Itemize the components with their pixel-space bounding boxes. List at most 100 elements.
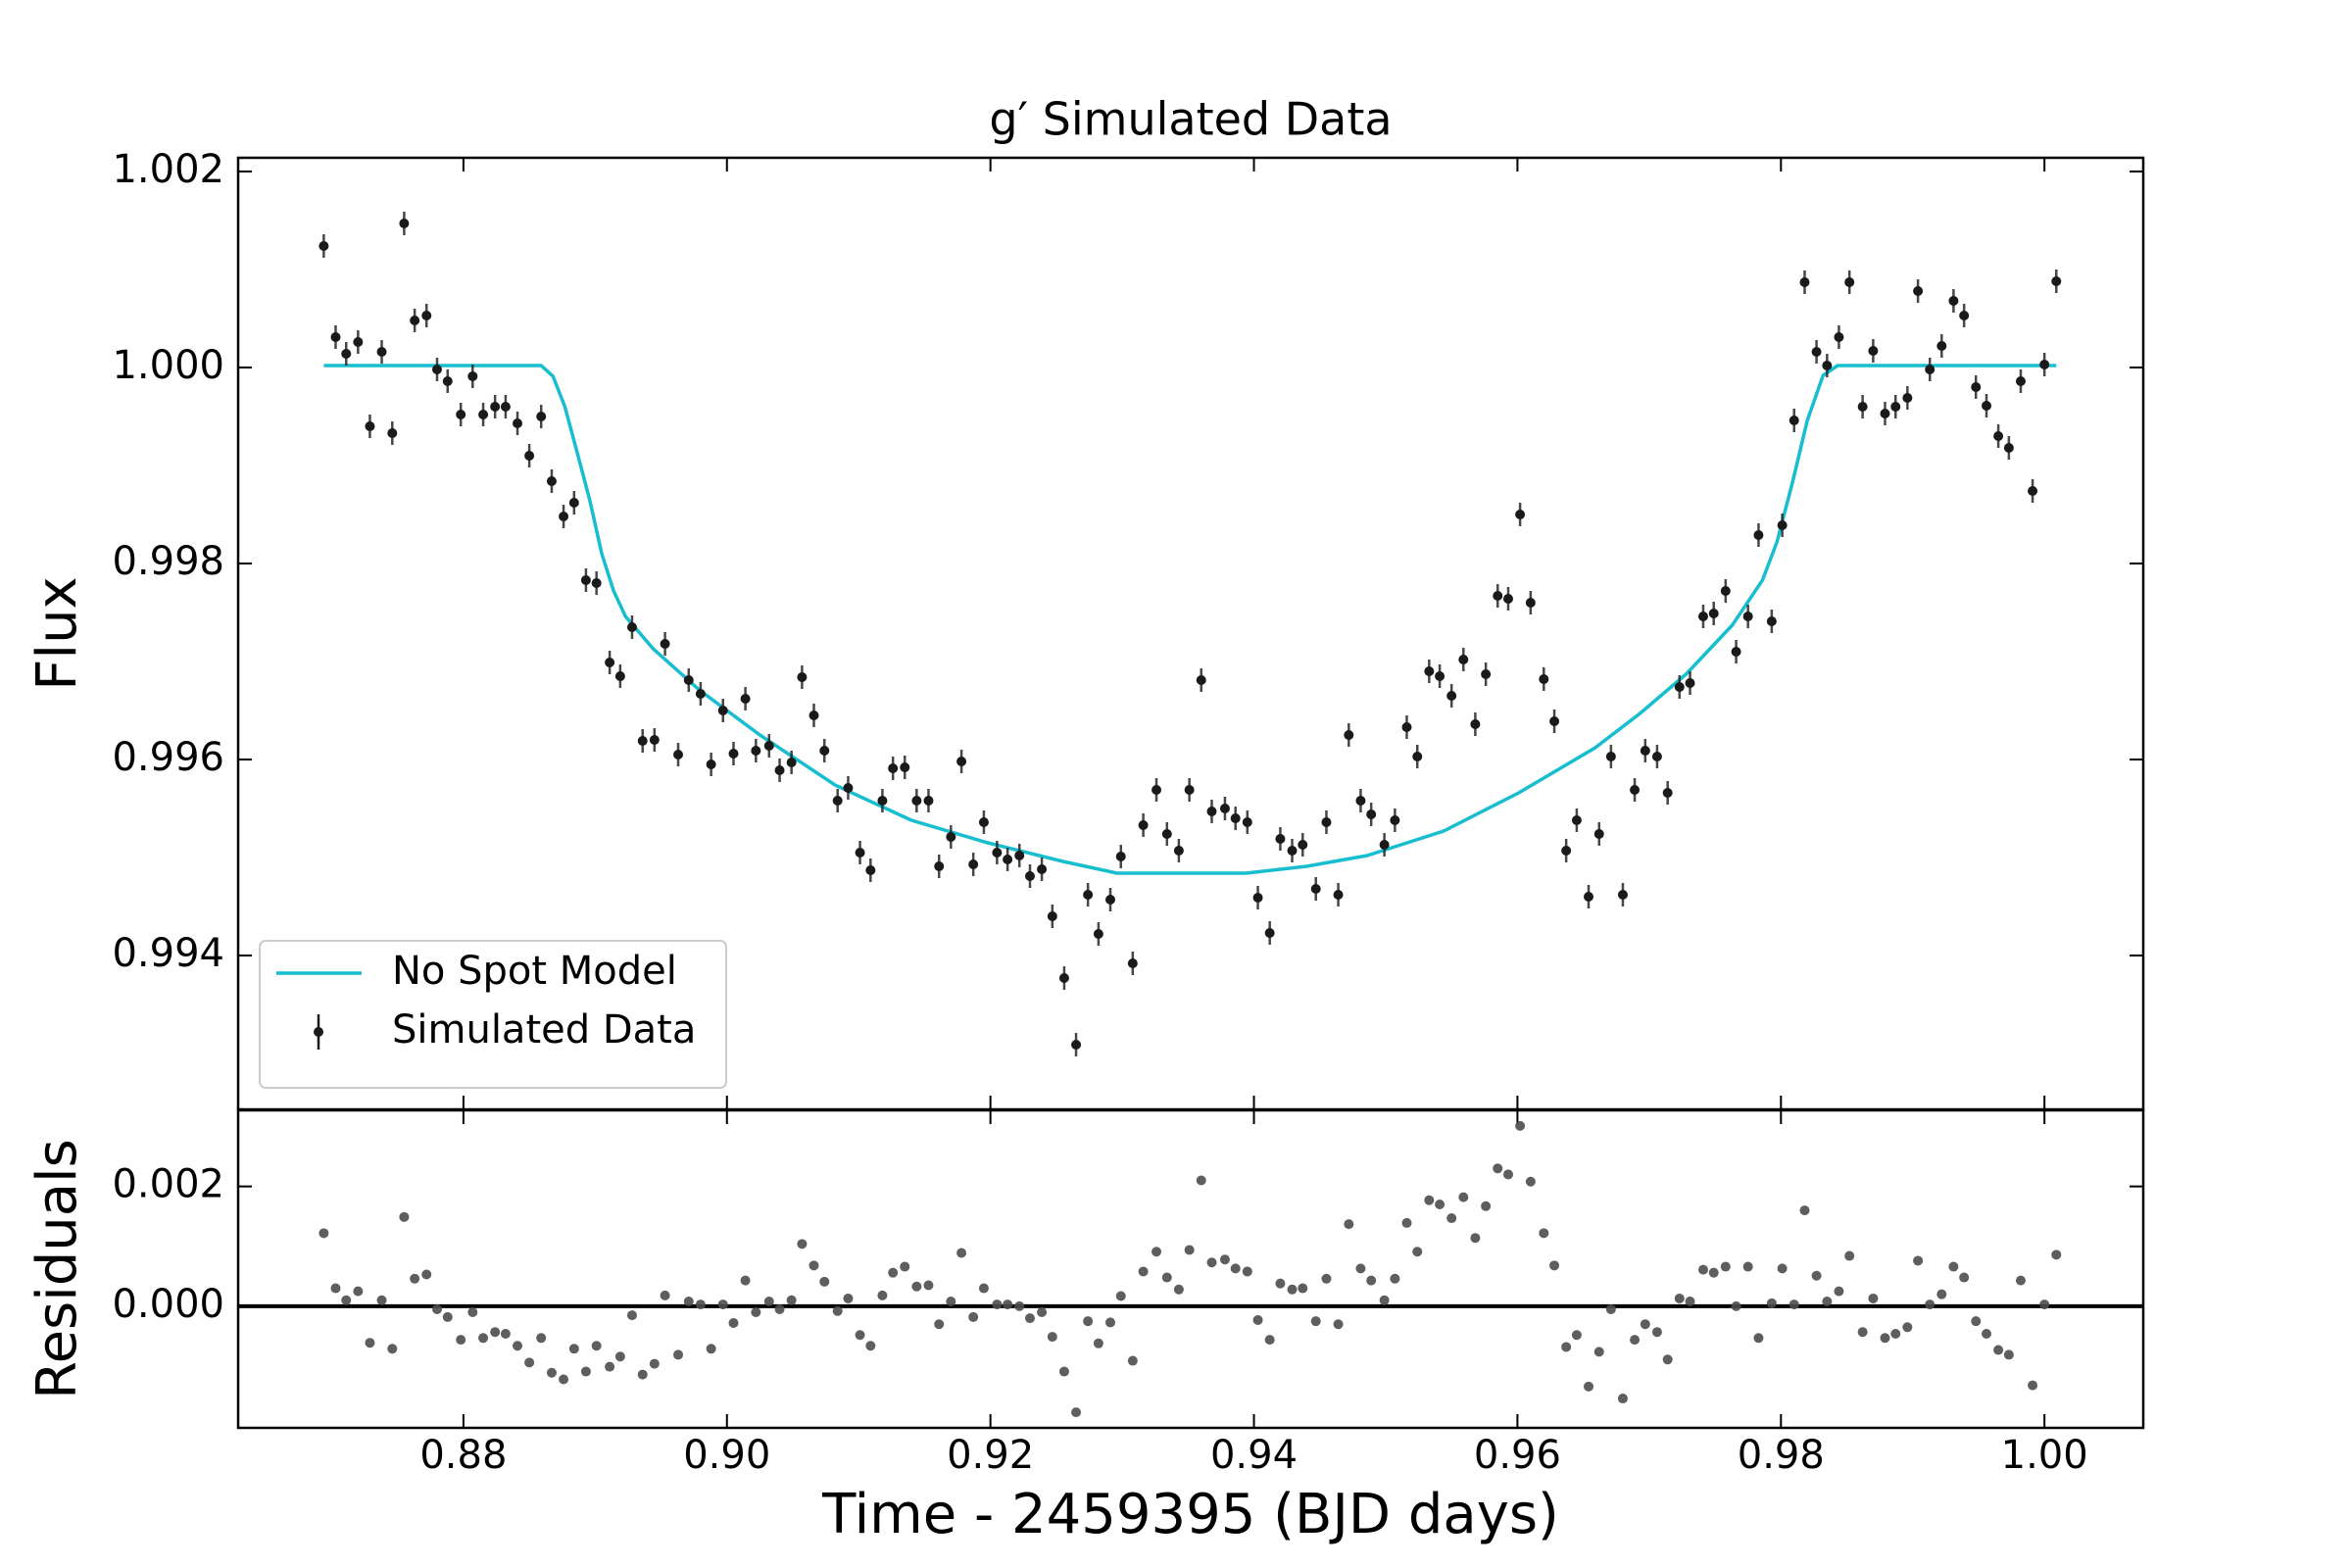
residual-point <box>1902 1322 1913 1333</box>
residual-point <box>467 1307 478 1318</box>
data-point <box>1539 674 1549 684</box>
data-point <box>1003 855 1013 864</box>
data-point <box>1470 719 1481 729</box>
residual-point <box>2028 1380 2038 1391</box>
data-point <box>706 760 716 769</box>
data-point <box>1662 788 1673 798</box>
residual-point <box>763 1297 774 1307</box>
data-point <box>717 706 728 715</box>
data-point <box>1971 382 1982 392</box>
residual-point <box>365 1338 375 1348</box>
residual-point <box>1640 1319 1650 1330</box>
residual-point <box>1264 1335 1275 1346</box>
data-point <box>580 575 591 585</box>
residual-point <box>2039 1299 2050 1310</box>
residual-point <box>956 1248 967 1258</box>
residual-point <box>728 1318 739 1329</box>
residual-point <box>1355 1263 1366 1274</box>
residual-point <box>1093 1338 1103 1348</box>
residual-point <box>513 1341 523 1351</box>
residual-point <box>1993 1345 2004 1355</box>
data-point <box>1355 796 1366 806</box>
residual-point <box>1127 1355 1138 1366</box>
x-tick-label: 0.98 <box>1738 1433 1825 1478</box>
data-point <box>819 746 830 756</box>
data-point <box>1058 973 1069 983</box>
residual-point <box>341 1295 352 1305</box>
residual-point <box>934 1319 945 1330</box>
data-point <box>1766 616 1777 626</box>
residual-point <box>1287 1284 1298 1295</box>
legend-swatch <box>314 1027 323 1037</box>
data-point <box>1777 520 1788 530</box>
residual-point <box>1379 1295 1390 1305</box>
data-point <box>968 859 979 869</box>
data-point <box>341 349 352 359</box>
data-point <box>683 675 694 685</box>
data-point <box>1913 286 1924 296</box>
data-point <box>1390 815 1400 825</box>
data-point <box>728 749 739 759</box>
residual-point <box>1539 1228 1549 1239</box>
residual-point <box>1971 1316 1982 1327</box>
residual-point <box>1344 1219 1354 1230</box>
data-point <box>1424 666 1435 676</box>
residual-point <box>786 1295 797 1305</box>
data-point <box>1799 277 1810 287</box>
residual-point <box>1605 1303 1616 1314</box>
residual-point <box>387 1344 398 1354</box>
data-point <box>1287 846 1298 856</box>
data-point <box>1561 846 1572 856</box>
data-point <box>330 332 341 342</box>
data-point <box>992 848 1003 858</box>
data-point <box>1630 785 1641 795</box>
data-point <box>500 402 511 412</box>
residual-point <box>1959 1272 1970 1283</box>
residual-point <box>591 1341 602 1351</box>
residual-point <box>1503 1169 1513 1180</box>
residual-point <box>865 1341 876 1351</box>
data-point <box>1024 871 1035 881</box>
residual-point <box>1913 1255 1924 1266</box>
data-point <box>1753 530 1764 540</box>
data-point <box>614 671 625 681</box>
data-point <box>1242 817 1252 827</box>
residual-point <box>353 1286 364 1297</box>
data-point <box>410 316 420 325</box>
data-point <box>353 337 364 347</box>
data-point <box>1959 311 1970 320</box>
data-point <box>1742 612 1753 621</box>
data-point <box>1379 840 1390 850</box>
residual-point <box>1731 1300 1741 1311</box>
plot-frame <box>236 1108 2145 1430</box>
residual-point <box>605 1361 615 1372</box>
data-point <box>1264 928 1275 938</box>
residual-point <box>1936 1289 1947 1299</box>
data-point <box>865 865 876 875</box>
legend-label: No Spot Model <box>392 949 677 994</box>
residual-point <box>1242 1266 1252 1277</box>
residual-point <box>819 1276 830 1287</box>
data-point <box>1138 820 1149 830</box>
residual-point <box>2015 1275 2026 1286</box>
data-point <box>1503 594 1513 604</box>
residual-point <box>559 1374 569 1385</box>
data-point <box>637 736 648 746</box>
data-point <box>855 848 865 858</box>
data-point <box>1708 609 1719 618</box>
data-point <box>660 639 670 649</box>
residual-point <box>1230 1263 1241 1274</box>
residual-point <box>500 1329 511 1340</box>
residual-point <box>911 1281 922 1292</box>
data-point <box>1184 785 1195 795</box>
data-point <box>978 817 989 827</box>
residual-point <box>1104 1317 1115 1328</box>
x-tick-label: 0.90 <box>683 1433 770 1478</box>
data-point <box>2003 443 2014 453</box>
residual-point <box>1003 1299 1013 1310</box>
data-point <box>1902 393 1913 403</box>
data-point <box>399 219 410 228</box>
data-point <box>467 371 478 381</box>
y-axis-label: Flux <box>25 576 89 690</box>
